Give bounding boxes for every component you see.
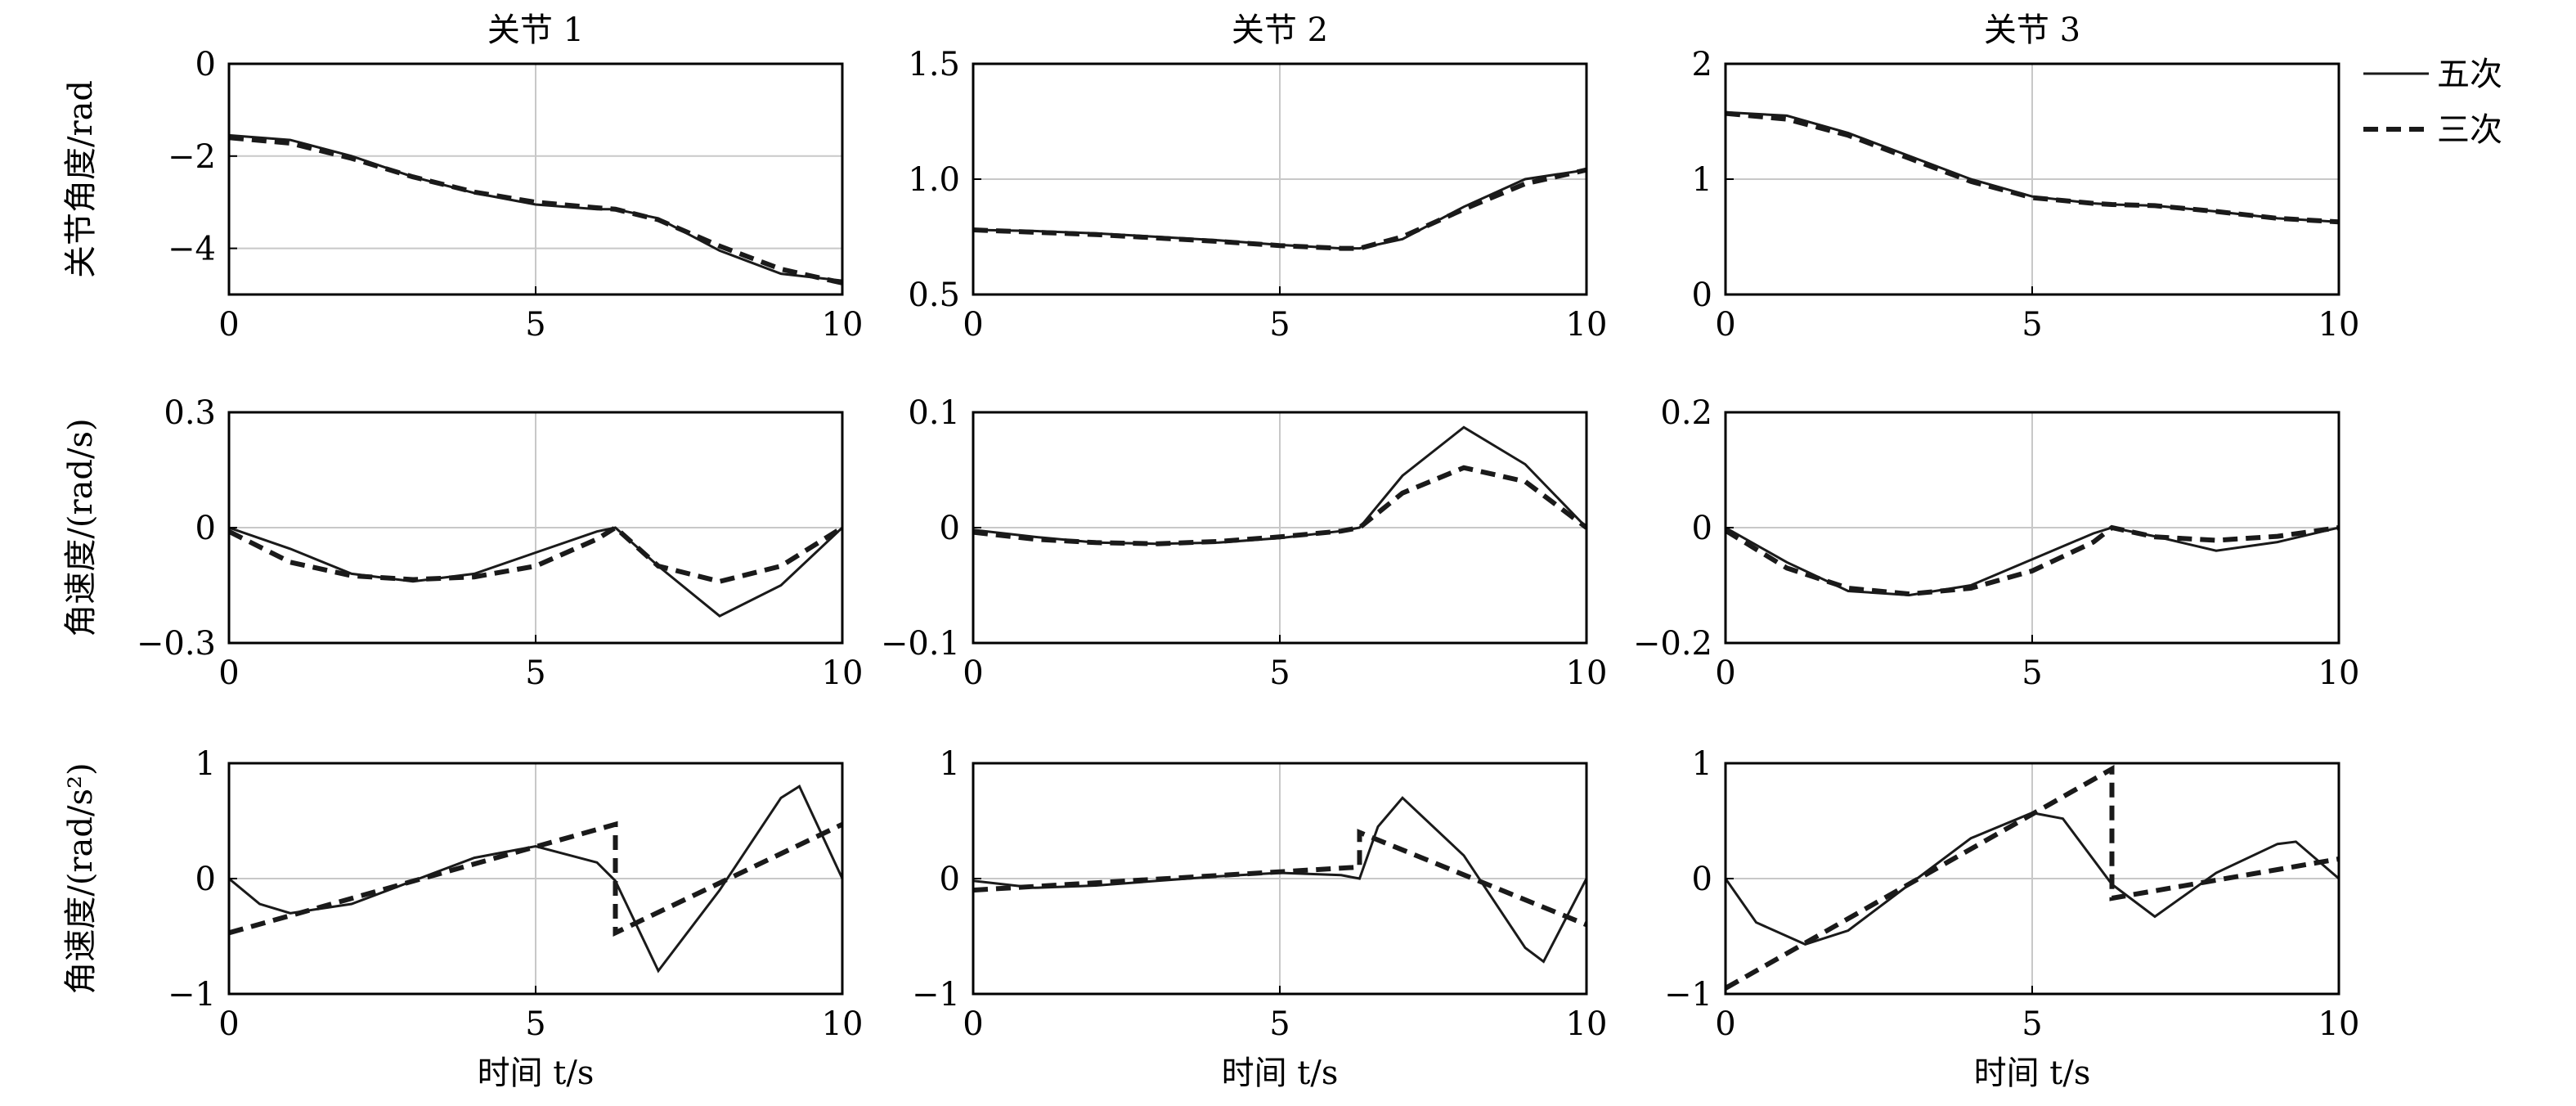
x-tick-label: 0 — [963, 306, 983, 344]
y-tick-label: 0.5 — [908, 276, 960, 314]
series-cubic-line — [229, 135, 842, 285]
y-tick-label: −0.2 — [1633, 625, 1712, 663]
series-quintic-line — [229, 526, 842, 618]
y-tick-label: 0 — [195, 510, 216, 547]
legend-cubic-label: 三次 — [2437, 111, 2502, 149]
y-tick-label: −0.3 — [137, 625, 216, 663]
x-tick-label: 10 — [822, 654, 864, 692]
x-tick-label: 10 — [1566, 306, 1608, 344]
series-quintic-line — [973, 169, 1586, 250]
series-cubic-line — [1726, 524, 2339, 597]
x-tick-label: 10 — [822, 306, 864, 344]
y-tick-label: 2 — [1692, 46, 1712, 83]
subplot-r1-c2: 0 5 100.20−0.2 — [1633, 394, 2360, 692]
y-axis-label: 角速度/(rad/s) — [62, 418, 100, 636]
x-tick-label: 5 — [2022, 1005, 2042, 1043]
y-tick-label: 1 — [1692, 161, 1712, 199]
x-axis-label: 时间 t/s — [1974, 1054, 2091, 1092]
subplot-title: 关节 2 — [1232, 11, 1328, 49]
x-tick-label: 0 — [1715, 306, 1735, 344]
x-tick-label: 0 — [1715, 1005, 1735, 1043]
series-cubic-line — [1726, 764, 2339, 991]
x-tick-label: 10 — [2318, 1005, 2360, 1043]
y-tick-label: −0.1 — [881, 625, 960, 663]
x-tick-label: 0 — [963, 654, 983, 692]
x-tick-label: 0 — [218, 306, 239, 344]
y-tick-label: −1 — [1664, 976, 1712, 1014]
y-tick-label: 0 — [1692, 276, 1712, 314]
legend-quintic-label: 五次 — [2437, 56, 2502, 93]
y-tick-label: 0 — [1692, 861, 1712, 898]
series-cubic-line — [1726, 110, 2339, 225]
y-tick-label: 1 — [1692, 745, 1712, 783]
y-tick-label: 0 — [940, 510, 960, 547]
y-tick-label: 0 — [940, 861, 960, 898]
x-tick-label: 5 — [525, 654, 545, 692]
series-cubic-line — [973, 167, 1586, 251]
series-quintic-line — [973, 796, 1586, 964]
series-cubic-line — [973, 829, 1586, 928]
x-tick-label: 10 — [2318, 654, 2360, 692]
series-quintic-line — [973, 425, 1586, 546]
y-tick-label: 0.2 — [1660, 394, 1712, 432]
x-axis-label: 时间 t/s — [1222, 1054, 1339, 1092]
x-tick-label: 10 — [1566, 654, 1608, 692]
y-tick-label: 1 — [195, 745, 216, 783]
x-tick-label: 10 — [1566, 1005, 1608, 1043]
y-tick-label: 1.5 — [908, 46, 960, 83]
y-axis-label: 关节角度/rad — [62, 80, 100, 278]
x-axis-label: 时间 t/s — [478, 1054, 595, 1092]
series-quintic-line — [1726, 812, 2339, 946]
series-cubic-line — [229, 524, 842, 584]
x-tick-label: 5 — [2022, 306, 2042, 344]
x-tick-label: 5 — [525, 1005, 545, 1043]
x-tick-label: 5 — [1269, 306, 1290, 344]
y-tick-label: 1.0 — [908, 161, 960, 199]
subplot-title: 关节 3 — [1984, 11, 2080, 49]
y-tick-label: 1 — [940, 745, 960, 783]
y-tick-label: 0 — [195, 861, 216, 898]
x-tick-label: 10 — [822, 1005, 864, 1043]
y-tick-label: −1 — [168, 976, 216, 1014]
x-tick-label: 10 — [2318, 306, 2360, 344]
x-tick-label: 0 — [218, 654, 239, 692]
subplot-title: 关节 1 — [487, 11, 584, 49]
y-tick-label: 0.3 — [164, 394, 216, 432]
subplot-r0-c0: 0 5 10 0 −2 −4 关节 1 关节角度/rad — [62, 11, 863, 344]
x-tick-label: 5 — [2022, 654, 2042, 692]
x-tick-label: 5 — [525, 306, 545, 344]
y-axis-label: 角速度/(rad/s²) — [62, 762, 100, 994]
y-tick-label: 0.1 — [908, 394, 960, 432]
y-tick-label: −2 — [168, 138, 216, 176]
subplot-r0-c1: 0 5 10 1.5 1.0 0.5 关节 2 — [908, 11, 1607, 344]
y-tick-label: 0 — [195, 46, 216, 83]
y-tick-label: 0 — [1692, 510, 1712, 547]
legend: 五次 三次 — [2363, 56, 2502, 149]
x-tick-label: 5 — [1269, 654, 1290, 692]
subplot-r1-c1: 0 5 100.10−0.1 — [881, 394, 1608, 692]
x-tick-label: 5 — [1269, 1005, 1290, 1043]
y-tick-label: −1 — [912, 976, 960, 1014]
x-tick-label: 0 — [963, 1005, 983, 1043]
y-tick-label: −4 — [168, 231, 216, 268]
x-tick-label: 0 — [1715, 654, 1735, 692]
x-tick-label: 0 — [218, 1005, 239, 1043]
